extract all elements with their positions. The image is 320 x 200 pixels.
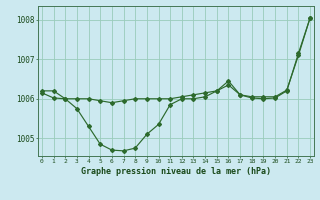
X-axis label: Graphe pression niveau de la mer (hPa): Graphe pression niveau de la mer (hPa) [81,167,271,176]
